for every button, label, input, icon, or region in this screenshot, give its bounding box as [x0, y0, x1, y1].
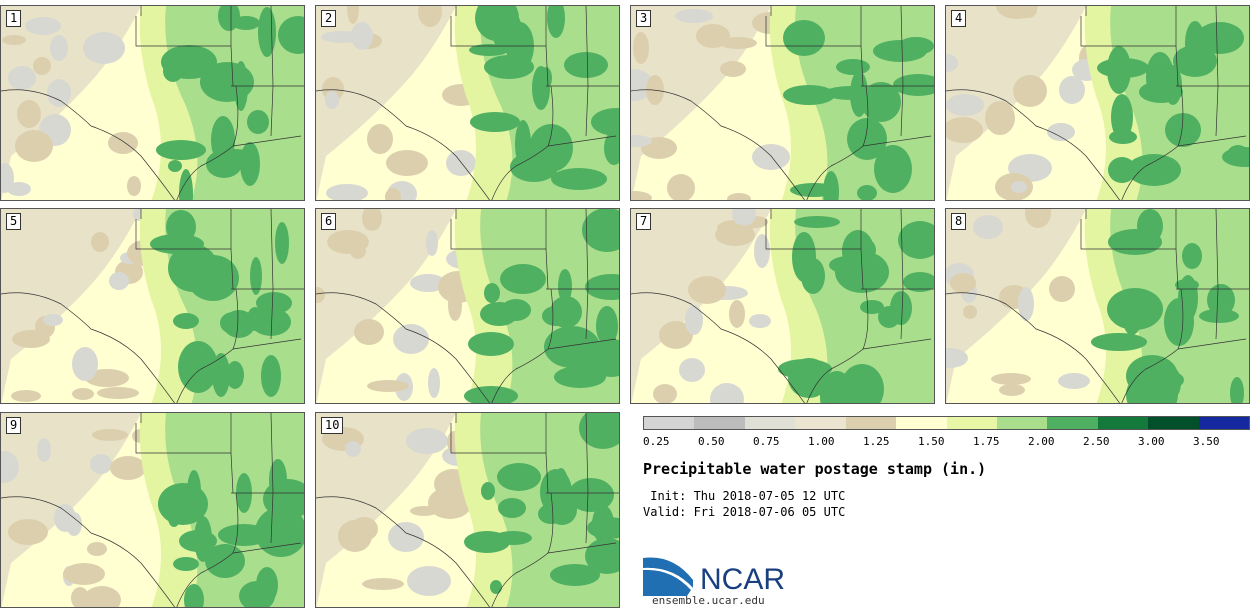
legend-swatch	[694, 417, 745, 429]
legend-tick-label: 3.00	[1138, 435, 1165, 448]
legend-tick-label: 1.50	[918, 435, 945, 448]
legend-tick-labels: 0.25 0.50 0.75 1.00 1.25 1.50 1.75 2.00 2.50 3.00…	[643, 435, 1248, 449]
legend-tick-label: 0.75	[753, 435, 780, 448]
legend-swatch	[1047, 417, 1098, 429]
ensemble-member-map-5: 5	[0, 208, 305, 404]
panel-number-label: 1	[6, 10, 22, 27]
legend-swatch	[1148, 417, 1199, 429]
legend-tick-label: 3.50	[1193, 435, 1220, 448]
legend-swatch	[946, 417, 997, 429]
panel-number-label: 8	[951, 213, 967, 230]
legend-tick-label: 0.25	[643, 435, 670, 448]
ncar-logo-icon	[643, 557, 693, 596]
legend-tick-label: 2.00	[1028, 435, 1055, 448]
legend-tick-label: 0.50	[698, 435, 725, 448]
init-time: Init: Thu 2018-07-05 12 UTC	[643, 489, 846, 503]
legend-swatch	[644, 417, 695, 429]
panel-number-label: 10	[321, 417, 344, 434]
legend-tick-label: 1.75	[973, 435, 1000, 448]
ensemble-member-map-2: 2	[315, 5, 620, 201]
valid-time: Valid: Fri 2018-07-06 05 UTC	[643, 505, 846, 519]
ensemble-member-map-9: 9	[0, 412, 305, 608]
legend-swatch	[845, 417, 897, 429]
ensemble-member-map-6: 6	[315, 208, 620, 404]
panel-number-label: 9	[6, 417, 22, 434]
legend-swatch	[795, 417, 846, 429]
ensemble-member-map-10: 10	[315, 412, 620, 608]
panel-number-label: 3	[636, 10, 652, 27]
legend-tick-label: 2.50	[1083, 435, 1110, 448]
ensemble-member-map-3: 3	[630, 5, 935, 201]
panel-number-label: 7	[636, 213, 652, 230]
panel-number-label: 2	[321, 10, 337, 27]
panel-number-label: 4	[951, 10, 967, 27]
legend-tick-label: 1.00	[808, 435, 835, 448]
legend-swatch	[744, 417, 796, 429]
legend-swatch	[996, 417, 1048, 429]
panel-number-label: 5	[6, 213, 22, 230]
legend-colorbar	[643, 416, 1250, 430]
panel-number-label: 6	[321, 213, 337, 230]
chart-title: Precipitable water postage stamp (in.)	[643, 460, 987, 478]
legend-swatch	[1097, 417, 1149, 429]
legend-tick-label: 1.25	[863, 435, 890, 448]
ensemble-member-map-4: 4	[945, 5, 1250, 201]
ensemble-member-map-1: 1	[0, 5, 305, 201]
legend-swatch	[1198, 417, 1250, 429]
ncar-logo-text: NCAR	[700, 563, 786, 596]
site-url: ensemble.ucar.edu	[652, 594, 765, 607]
legend-swatch	[896, 417, 947, 429]
ensemble-member-map-8: 8	[945, 208, 1250, 404]
ensemble-member-map-7: 7	[630, 208, 935, 404]
color-legend: 0.25 0.50 0.75 1.00 1.25 1.50 1.75 2.00 2.50 3.00…	[643, 416, 1250, 449]
